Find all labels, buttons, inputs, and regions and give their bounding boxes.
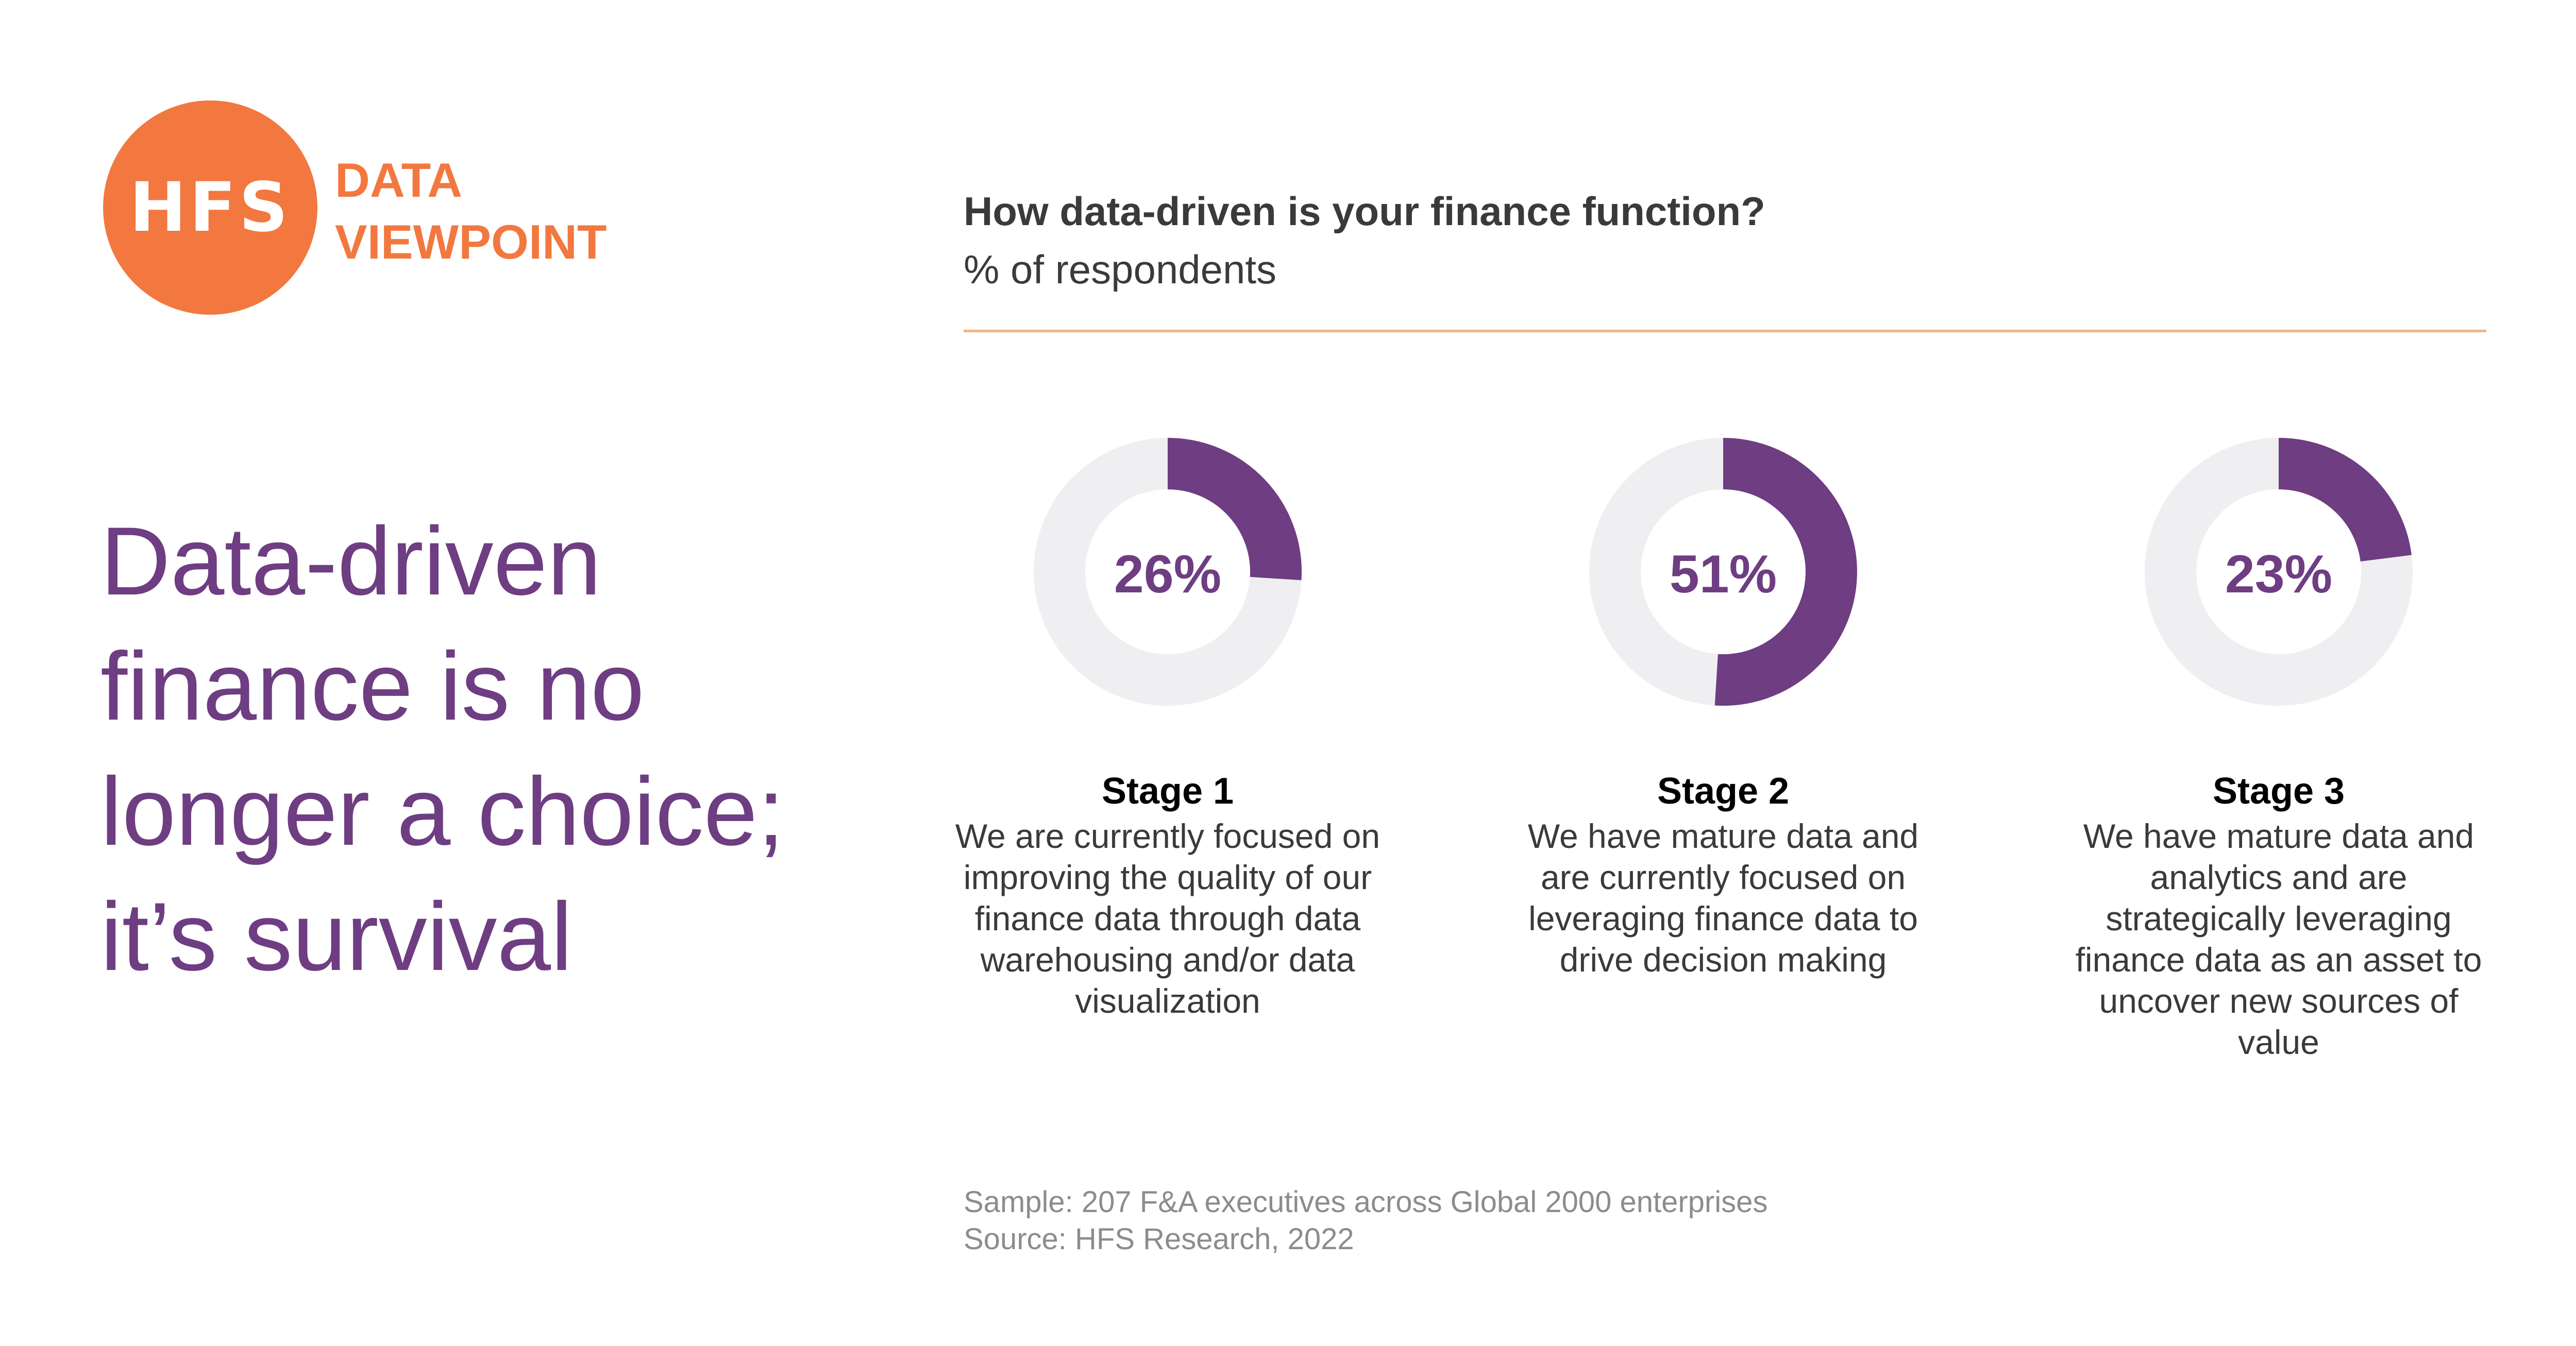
logo-line-1: DATA [335,153,463,207]
donut-chart-stage-2 [1589,438,1857,706]
hfs-logo: HFS [103,100,317,315]
donut-slice-stage-2 [1714,438,1857,706]
headline: Data-driven finance is no longer a choic… [100,507,785,991]
stage-2-description: We have mature data and are currently fo… [1527,817,1919,979]
stage-2-title: Stage 2 [1657,771,1790,812]
stage-3-title: Stage 3 [2212,771,2345,812]
stage-1-title: Stage 1 [1101,771,1234,812]
source-note: Source: HFS Research, 2022 [964,1222,1354,1256]
chart-title: How data-driven is your finance function… [964,189,1765,234]
donut-slice-stage-1 [1167,438,1302,581]
donut-label-stage-3: 23% [2225,544,2333,604]
stage-3-description: We have mature data and analytics and ar… [2075,817,2482,1061]
donut-label-stage-2: 51% [1669,544,1777,604]
logo-wordmark: DATA VIEWPOINT [335,149,607,273]
title-divider [964,330,2486,332]
donut-slice-stage-3 [2278,438,2412,563]
donut-label-stage-1: 26% [1114,544,1222,604]
stage-1-description: We are currently focused on improving th… [955,817,1380,1020]
logo-line-2: VIEWPOINT [335,215,607,269]
donut-chart-stage-1 [1034,438,1302,706]
chart-subtitle: % of respondents [964,247,1277,292]
sample-note: Sample: 207 F&A executives across Global… [964,1185,1768,1219]
logo-initials: HFS [129,168,291,247]
donut-chart-stage-3 [2145,438,2413,706]
